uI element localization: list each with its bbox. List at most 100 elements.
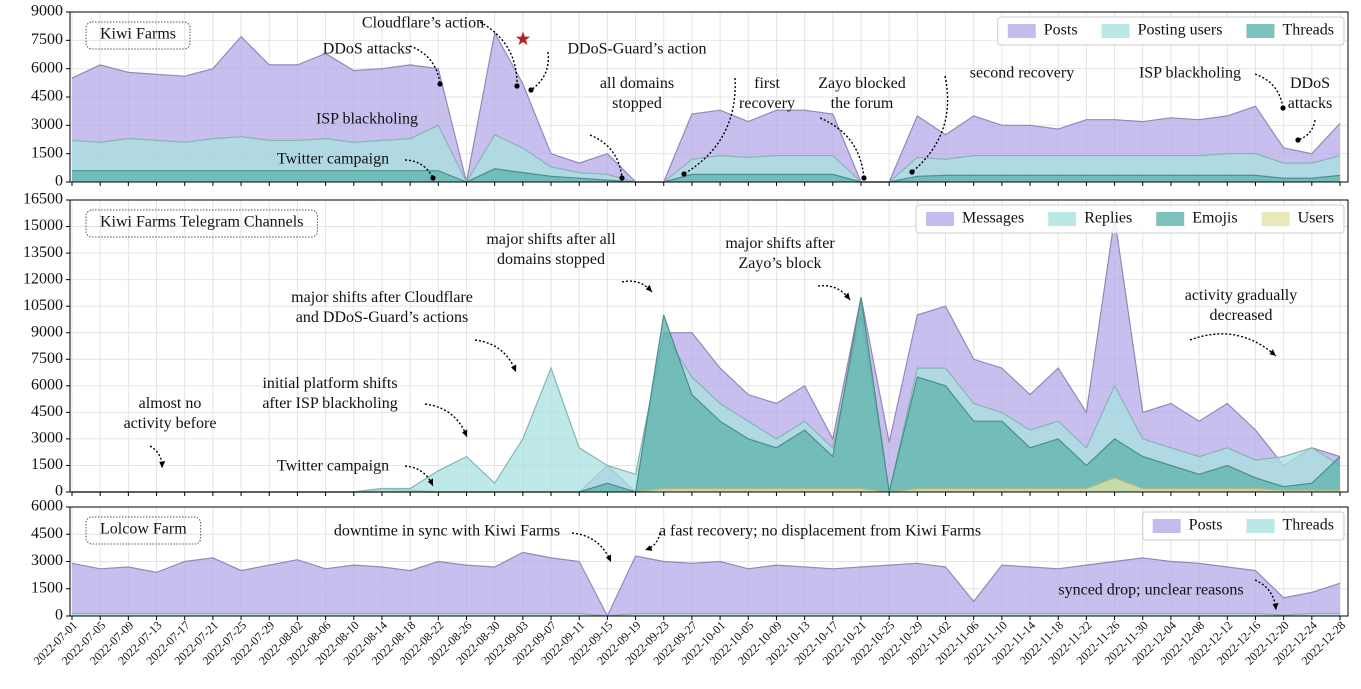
arrow-head: [1272, 602, 1279, 610]
y-tick-label: 7500: [31, 31, 63, 48]
arrow-head: [645, 284, 652, 292]
annotation: Twitter campaign: [277, 151, 389, 168]
annotation-arrow: [474, 339, 517, 373]
y-tick-label: 4500: [31, 88, 63, 105]
legend-label: Posts: [1189, 517, 1223, 534]
annotation-dot: [1280, 105, 1286, 111]
annotation-dot: [430, 175, 436, 181]
arrow-head: [511, 364, 517, 372]
panel-title: Lolcow Farm: [100, 521, 187, 538]
annotation-arrow: [479, 21, 518, 87]
y-tick-label: 16500: [23, 191, 63, 208]
arrow-head: [1269, 349, 1276, 356]
legend-label: Threads: [1282, 517, 1334, 534]
y-tick-label: 3000: [31, 552, 63, 569]
area-line: [71, 551, 1341, 618]
annotation: DDoS attacks: [323, 41, 411, 58]
annotation-arrow: [644, 532, 661, 551]
annotation: Zayo blocked the forum: [818, 75, 906, 112]
annotation-arrow: [817, 284, 851, 301]
area-line: [71, 31, 1341, 183]
area: [72, 125, 1340, 182]
annotation: a fast recovery; no displacement from Ki…: [659, 523, 981, 540]
y-tick-label: 3000: [31, 116, 63, 133]
legend: Messages Replies Emojis Users: [915, 204, 1345, 234]
y-tick-label: 1500: [31, 456, 63, 473]
annotation-arrow: [409, 45, 441, 85]
annotation: Twitter campaign: [277, 458, 389, 475]
legend-swatch: [1246, 519, 1275, 533]
annotation: Cloudflare’s action: [362, 15, 484, 32]
arrow-head: [605, 554, 612, 562]
area-line: [72, 168, 1341, 183]
y-tick-label: 6000: [31, 376, 63, 393]
panel-title-box: [85, 516, 202, 545]
panel-title: Kiwi Farms: [100, 26, 176, 43]
legend-swatch: [926, 212, 954, 226]
y-tick-label: 10500: [23, 297, 63, 314]
annotation-arrow: [404, 159, 434, 179]
y-tick-label: 9000: [31, 323, 63, 340]
annotation-arrow: [1189, 333, 1277, 357]
legend-label: Posts: [1044, 22, 1078, 39]
annotation: DDoS attacks: [1288, 75, 1332, 112]
annotation: major shifts after all domains stopped: [486, 231, 616, 268]
legend-label: Emojis: [1192, 210, 1237, 227]
legend-box: [1142, 511, 1345, 541]
y-tick-label: 1500: [31, 579, 63, 596]
y-tick-label: 1500: [31, 144, 63, 161]
annotation-arrow: [589, 134, 623, 179]
y-tick-label: 13500: [23, 244, 63, 261]
legend-swatch: [1156, 212, 1185, 226]
area: [72, 613, 1340, 616]
legend-swatch: [1101, 24, 1130, 38]
annotation-dot: [681, 171, 687, 177]
plot-frame: [69, 11, 1349, 183]
annotation-dot: [861, 175, 867, 181]
annotation: all domains stopped: [600, 75, 674, 112]
y-tick-label: 7500: [31, 350, 63, 367]
star-marker: [515, 31, 531, 46]
annotation-arrow: [149, 445, 163, 469]
annotation: almost no activity before: [124, 395, 217, 432]
annotation: second recovery: [970, 65, 1074, 82]
y-tick-label: 3000: [31, 430, 63, 447]
legend: Posts Threads: [1142, 511, 1345, 541]
legend-label: Messages: [962, 210, 1024, 227]
annotation-dot: [1295, 137, 1301, 143]
annotation: ISP blackholing: [316, 111, 418, 128]
annotation: first recovery: [739, 75, 795, 112]
y-tick-label: 4500: [31, 525, 63, 542]
legend-label: Users: [1298, 210, 1334, 227]
annotation-arrow: [819, 117, 865, 179]
annotation-arrow: [621, 280, 653, 293]
annotation: activity gradually decreased: [1185, 287, 1297, 324]
annotation-dot: [909, 169, 915, 175]
y-tick-label: 4500: [31, 403, 63, 420]
y-tick-label: 12000: [23, 270, 63, 287]
annotation: ISP blackholing: [1139, 65, 1241, 82]
legend-swatch: [1246, 24, 1275, 38]
plot-frame: [69, 199, 1349, 493]
annotation-dot: [437, 81, 443, 87]
legend: Posts Posting users Threads: [997, 16, 1345, 46]
area: [72, 477, 1340, 492]
y-tick-label: 0: [55, 607, 63, 624]
plot-frame: [69, 506, 1349, 617]
panel-title-box: [85, 21, 191, 50]
annotation: initial platform shifts after ISP blackho…: [262, 375, 397, 412]
area: [72, 217, 1340, 492]
annotation-arrow: [1297, 119, 1316, 141]
annotation-arrow: [424, 403, 468, 438]
annotation-dot: [514, 83, 520, 89]
area-line: [71, 124, 1341, 184]
y-tick-label: 15000: [23, 217, 63, 234]
area: [72, 168, 1340, 182]
annotation-arrow: [530, 51, 550, 91]
arrow-head: [427, 478, 433, 486]
annotation-arrow: [1254, 73, 1284, 109]
annotation-dot: [528, 87, 534, 93]
annotation: DDoS-Guard’s action: [567, 41, 706, 58]
legend-label: Posting users: [1138, 22, 1223, 39]
